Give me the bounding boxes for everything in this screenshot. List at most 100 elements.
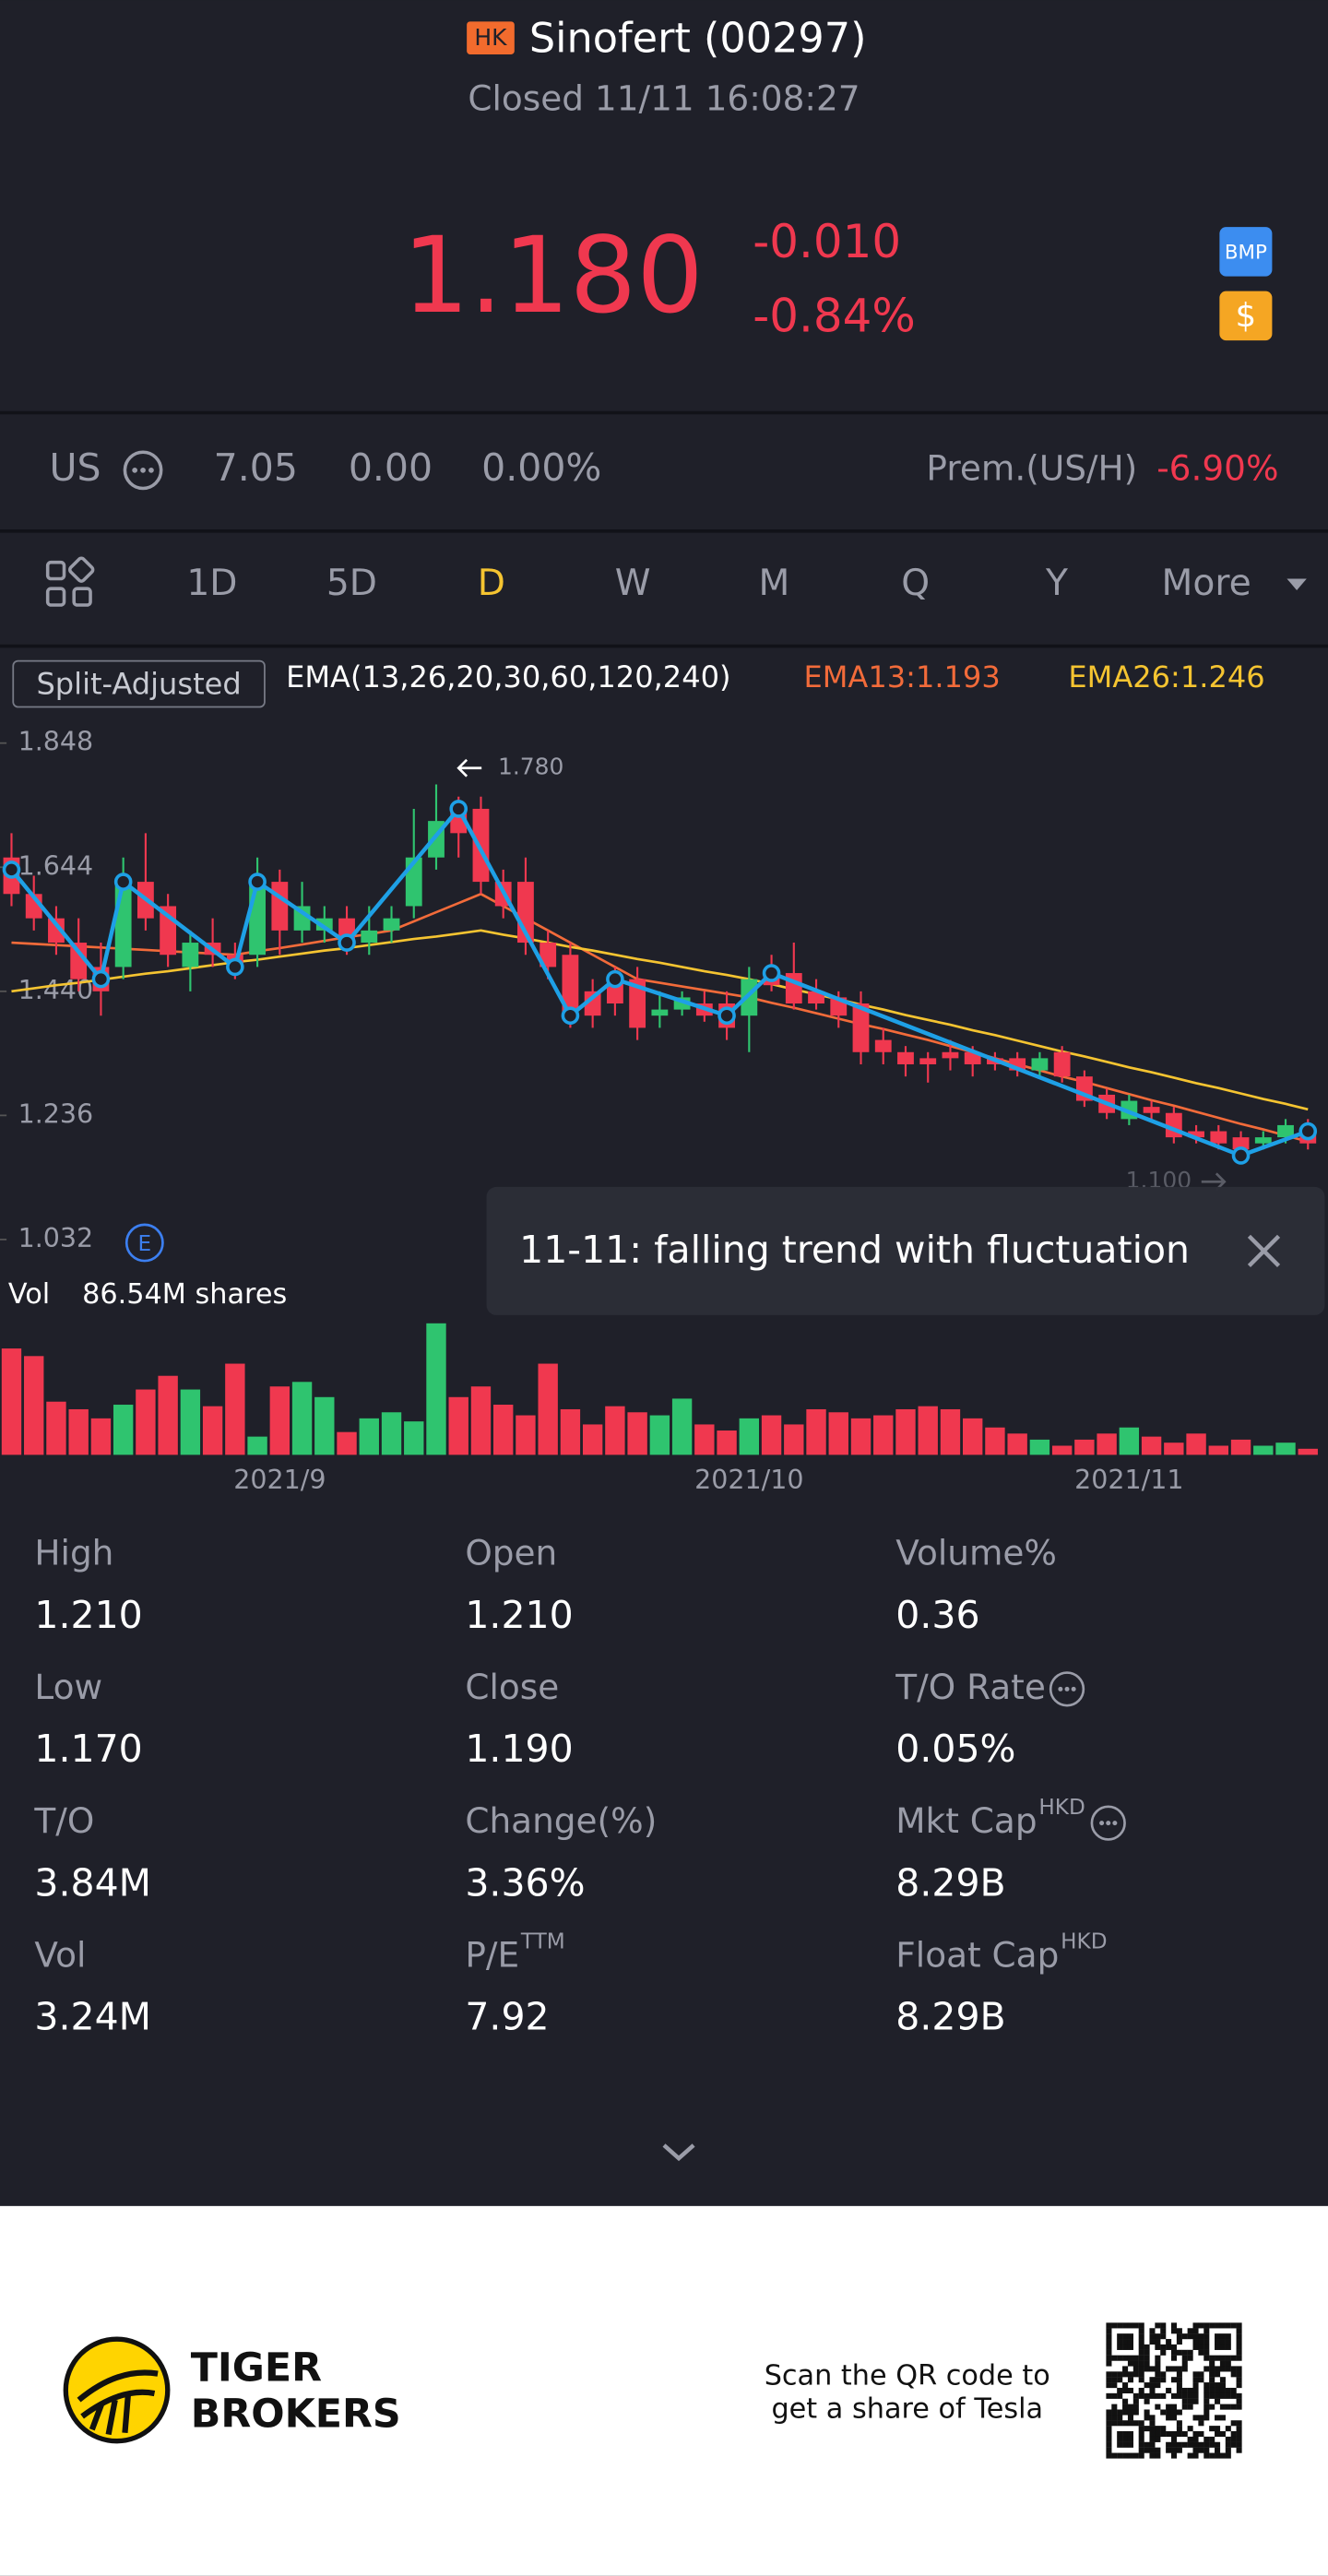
qr-cell <box>1111 2452 1118 2459</box>
qr-cell <box>1117 2322 1123 2329</box>
info-icon[interactable] <box>1090 1805 1126 1841</box>
qr-cell <box>1155 2366 1161 2372</box>
qr-cell <box>1149 2366 1156 2372</box>
trend-point <box>2 861 21 879</box>
candle-body <box>271 882 289 931</box>
qr-cell <box>1160 2333 1167 2340</box>
qr-cell <box>1106 2377 1112 2383</box>
volume-bar <box>269 1386 290 1455</box>
qr-cell <box>1138 2355 1144 2361</box>
qr-cell <box>1138 2377 1144 2383</box>
tab[interactable]: Q <box>901 563 930 604</box>
volume-bar <box>850 1418 872 1455</box>
qr-cell <box>1155 2382 1161 2389</box>
qr-cell <box>1106 2360 1112 2367</box>
adr-change: 0.00 <box>349 445 433 490</box>
adr-info[interactable] <box>123 450 163 491</box>
qr-cell <box>1181 2333 1188 2340</box>
qr-cell <box>1230 2355 1237 2361</box>
stat-value: 8.29B <box>895 1995 1005 2039</box>
qr-cell <box>1219 2322 1226 2329</box>
qr-cell <box>1122 2404 1129 2410</box>
qr-cell <box>1225 2447 1231 2453</box>
qr-line-1: Scan the QR code to <box>765 2360 1050 2392</box>
volume-bar <box>448 1396 468 1455</box>
tab[interactable]: Y <box>1045 563 1069 604</box>
qr-cell <box>1181 2366 1188 2372</box>
stat-label: P/E <box>465 1934 519 1975</box>
qr-cell <box>1117 2452 1123 2459</box>
dot <box>1099 1821 1105 1826</box>
volume-bar <box>1230 1439 1251 1455</box>
qr-cell <box>1192 2392 1199 2399</box>
qr-cell <box>1111 2322 1118 2329</box>
qr-cell <box>1236 2420 1242 2427</box>
qr-cell <box>1236 2328 1242 2334</box>
info-icon[interactable] <box>1049 1671 1085 1707</box>
qr-cell <box>1176 2426 1182 2432</box>
qr-cell <box>1132 2420 1139 2427</box>
event-icon[interactable] <box>125 1223 164 1263</box>
y-tick-label: 1.236 <box>18 1098 94 1129</box>
qr-cell <box>1176 2431 1182 2438</box>
bmp-label: BMP <box>1225 242 1267 265</box>
qr-cell <box>1144 2441 1150 2448</box>
qr-cell <box>1138 2360 1144 2367</box>
qr-cell <box>1111 2415 1118 2421</box>
qr-cell <box>1236 2392 1242 2399</box>
tab[interactable]: W <box>615 563 651 604</box>
qr-cell <box>1236 2333 1242 2340</box>
qr-cell <box>1155 2392 1161 2399</box>
qr-cell <box>1230 2392 1237 2399</box>
stat-sup: TTM <box>520 1929 565 1953</box>
stat-value: 0.36 <box>895 1593 979 1637</box>
qr-cell <box>1117 2420 1123 2427</box>
adjust: Split-Adjusted <box>36 666 241 701</box>
tip-close[interactable] <box>1247 1234 1281 1268</box>
qr-cell <box>1138 2426 1144 2432</box>
expand[interactable] <box>662 2143 695 2162</box>
qr-cell <box>1132 2366 1139 2372</box>
tab[interactable]: D <box>478 563 505 604</box>
qr-cell <box>1204 2382 1210 2389</box>
qr-cell <box>1144 2360 1150 2367</box>
stat-value: 7.92 <box>465 1995 549 2039</box>
qr-cell <box>1160 2344 1167 2350</box>
qr-cell <box>1170 2355 1178 2361</box>
qr-cell <box>1187 2333 1193 2340</box>
grid-icon[interactable] <box>45 556 95 607</box>
dot <box>140 468 146 473</box>
indicator: EMA(13,26,20,30,60,120,240) <box>286 659 730 694</box>
qr-cell <box>1198 2415 1204 2421</box>
bmp-icon[interactable] <box>1219 227 1273 277</box>
qr-cell <box>1117 2436 1123 2442</box>
adjust-box[interactable] <box>12 659 266 708</box>
tab[interactable]: More <box>1162 563 1251 604</box>
qr-cell <box>1215 2371 1221 2378</box>
volume-bar <box>739 1418 760 1455</box>
qr-cell <box>1192 2339 1199 2345</box>
qr-cell <box>1127 2431 1133 2438</box>
qr-cell <box>1144 2392 1150 2399</box>
volume-bar <box>717 1430 737 1455</box>
coin-icon[interactable] <box>1219 291 1273 341</box>
tab[interactable]: M <box>758 563 789 604</box>
volume-bar <box>538 1363 558 1455</box>
qr-cell <box>1236 2431 1242 2438</box>
qr-cell <box>1127 2404 1133 2410</box>
qr-cell <box>1236 2355 1242 2361</box>
qr-cell <box>1111 2392 1118 2399</box>
qr-cell <box>1127 2355 1133 2361</box>
tab[interactable]: 5D <box>326 563 377 604</box>
qr-cell <box>1144 2426 1150 2432</box>
qr-cell <box>1215 2322 1221 2329</box>
tab[interactable]: 1D <box>186 563 237 604</box>
candle-body <box>182 943 199 967</box>
qr-cell <box>1106 2333 1112 2340</box>
stat-value: 3.84M <box>34 1860 151 1905</box>
qr-cell <box>1192 2415 1199 2421</box>
qr-cell <box>1144 2349 1150 2356</box>
volume-bar <box>1253 1445 1274 1455</box>
qr-cell <box>1117 2441 1123 2448</box>
qr-cell <box>1176 2441 1182 2448</box>
